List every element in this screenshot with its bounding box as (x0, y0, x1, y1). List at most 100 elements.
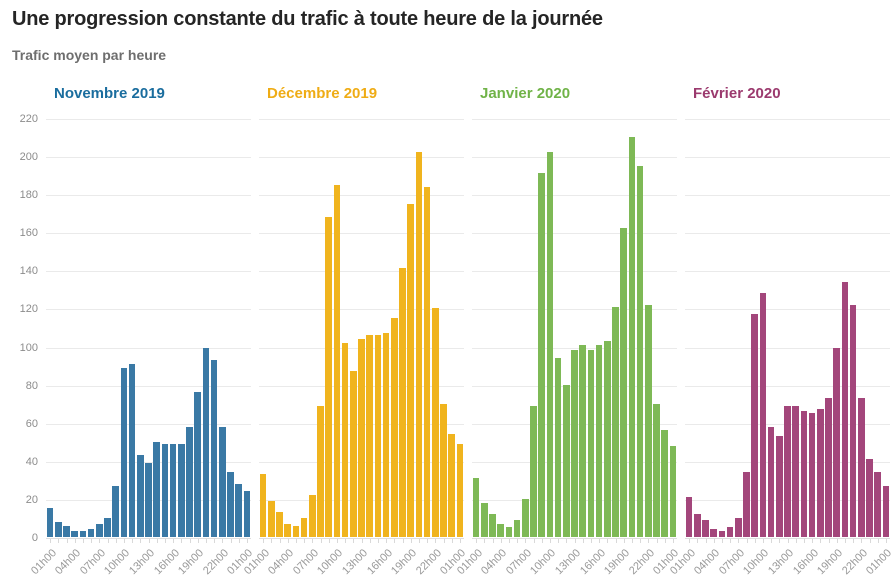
bar (497, 523, 505, 537)
x-tick (140, 539, 142, 543)
x-tick-label: 16h00 (577, 547, 608, 577)
x-tick (115, 539, 117, 543)
x-tick-label: 04h00 (53, 547, 84, 577)
gridline (46, 461, 251, 463)
x-tick (648, 539, 650, 543)
bar (726, 527, 734, 537)
x-tick-label: 19h00 (389, 547, 420, 577)
x-tick (197, 539, 199, 543)
x-tick (91, 539, 93, 543)
bar (546, 152, 554, 537)
x-tick-label: 16h00 (364, 547, 395, 577)
bar (792, 405, 800, 537)
x-tick (861, 539, 863, 543)
x-tick (132, 539, 134, 543)
bar (857, 397, 865, 537)
gridline (685, 119, 890, 120)
bar (161, 443, 169, 537)
bar (571, 350, 578, 537)
x-tick (787, 539, 789, 543)
x-tick (345, 539, 347, 543)
x-tick (435, 539, 437, 543)
gridline (685, 195, 890, 197)
bar (153, 441, 161, 537)
bar (874, 472, 882, 537)
x-tick (566, 539, 568, 543)
x-tick-label: 04h00 (692, 547, 723, 577)
bar (816, 409, 824, 537)
bar (693, 514, 701, 537)
x-tick (656, 539, 658, 543)
bar (620, 228, 628, 537)
gridline (472, 195, 677, 197)
x-tick (427, 539, 429, 543)
gridline (46, 423, 251, 425)
bar (415, 152, 423, 537)
x-tick (795, 539, 797, 543)
bar (202, 348, 210, 537)
bar (628, 137, 636, 537)
x-tick (214, 539, 216, 543)
x-axis: 01h00 04h00 07h00 10h00 13h00 16h00 19h00 22h00… (454, 538, 681, 577)
x-tick (623, 539, 625, 543)
gridline (685, 347, 890, 349)
panel-title: Février 2020 (693, 85, 781, 102)
y-tick-label: 0 (31, 532, 38, 544)
x-tick (820, 539, 822, 543)
gridline (259, 195, 464, 197)
bar (808, 413, 816, 537)
bar (849, 304, 857, 537)
bar (489, 514, 496, 537)
x-tick (607, 539, 609, 543)
bar (382, 333, 390, 537)
x-tick (525, 539, 527, 543)
x-tick (508, 539, 510, 543)
x-tick (205, 539, 207, 543)
bar (104, 517, 111, 537)
x-tick (66, 539, 68, 543)
x-tick (279, 539, 281, 543)
x-tick-label: 13h00 (339, 547, 370, 577)
bar (284, 523, 292, 537)
panel-title: Novembre 2019 (54, 85, 165, 102)
gridline (259, 157, 464, 159)
x-tick (803, 539, 805, 543)
x-axis: 01h00 04h00 07h00 10h00 13h00 16h00 19h00 22h00… (28, 538, 255, 577)
x-tick (492, 539, 494, 543)
x-tick-label: 07h00 (290, 547, 321, 577)
x-tick (541, 539, 543, 543)
bar (333, 184, 341, 537)
bar (685, 497, 693, 537)
x-tick (58, 539, 60, 543)
x-tick (304, 539, 306, 543)
bar (841, 281, 849, 537)
x-axis-line (46, 538, 251, 539)
x-tick-label: 22h00 (413, 547, 444, 577)
x-tick-label: 13h00 (126, 547, 157, 577)
bar (513, 519, 521, 537)
plot-area (259, 119, 464, 539)
x-tick (705, 539, 707, 543)
gridline (46, 347, 251, 349)
x-tick (50, 539, 52, 543)
gridline (46, 157, 251, 159)
x-tick (689, 539, 691, 543)
bar (112, 485, 120, 537)
bar (784, 405, 791, 537)
bar (128, 363, 136, 537)
bar (644, 304, 652, 537)
x-tick-label: 04h00 (479, 547, 510, 577)
bar (349, 371, 357, 537)
bar (710, 529, 718, 537)
x-tick (173, 539, 175, 543)
x-tick-label: 07h00 (77, 547, 108, 577)
panel-decembre-2019: Décembre 2019 01h00 04h00 07h00 10h00 13h00 1… (241, 75, 468, 577)
y-tick-label: 80 (25, 379, 38, 392)
bar (587, 350, 595, 537)
x-tick (599, 539, 601, 543)
bar (308, 495, 316, 537)
x-tick (386, 539, 388, 543)
x-tick (484, 539, 486, 543)
y-tick-label: 140 (19, 265, 38, 278)
x-tick (230, 539, 232, 543)
